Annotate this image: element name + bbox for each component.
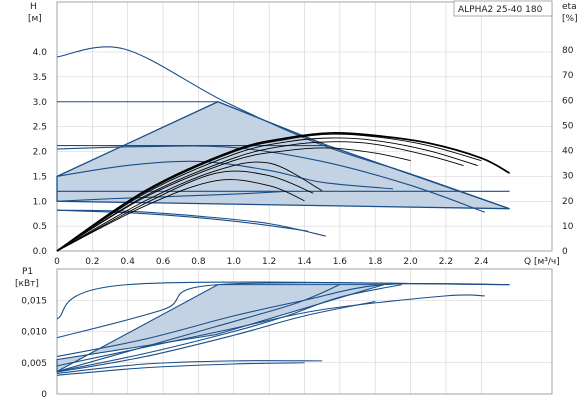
- eta-tick-label: 60: [562, 96, 574, 106]
- flow-tick-label: 0.8: [191, 257, 206, 267]
- power-axis-symbol: P1: [22, 267, 33, 277]
- head-chart-grid: [56, 1, 553, 252]
- power-curve: [56, 360, 323, 374]
- head-axis-unit: [м]: [28, 14, 42, 24]
- eta-tick-label: 10: [562, 222, 574, 232]
- head-tick-label: 1.0: [33, 197, 48, 207]
- eta-axis-symbol: eta: [562, 2, 577, 12]
- head-tick-label: 3.5: [33, 73, 47, 83]
- head-curve: [56, 209, 309, 232]
- flow-axis-label: Q [м³/ч]: [524, 257, 560, 267]
- flow-tick-label: 1.2: [262, 257, 276, 267]
- head-axis-label: H [м]: [28, 2, 42, 24]
- head-curve: [56, 46, 510, 210]
- power-range-area: [56, 284, 385, 373]
- flow-tick-label: 0.4: [121, 257, 136, 267]
- power-plot-area: [56, 281, 510, 376]
- flow-tick-label: 1.0: [227, 257, 242, 267]
- efficiency-curve: [56, 179, 305, 252]
- power-curve: [56, 282, 510, 358]
- flow-tick-labels: 0 0.2 0.4 0.6 0.8 1.0 1.2 1.4 1.6 1.8 2.0 2.2 2.4: [54, 257, 489, 267]
- eta-tick-labels: 0 10 20 30 40 50 60 70 80: [562, 46, 574, 257]
- model-title: ALPHA2 25-40 180: [458, 5, 543, 15]
- head-plot-area: [56, 46, 511, 252]
- efficiency-curve: [56, 137, 478, 252]
- power-curve: [56, 284, 402, 373]
- head-curve: [56, 190, 287, 202]
- flow-tick-label: 1.6: [333, 257, 348, 267]
- power-tick-label: 0,015: [21, 296, 47, 306]
- efficiency-curve: [56, 147, 411, 252]
- head-curve: [56, 209, 326, 237]
- head-tick-label: 4.0: [33, 48, 48, 58]
- head-chart-frame: [56, 1, 553, 252]
- eta-axis-unit: [%]: [562, 14, 578, 24]
- eta-tick-label: 50: [562, 121, 574, 131]
- power-tick-label: 0,005: [21, 359, 47, 369]
- head-tick-label: 2.0: [33, 148, 48, 158]
- flow-tick-label: 2.2: [439, 257, 453, 267]
- efficiency-curve: [56, 133, 482, 252]
- head-tick-label: 3.0: [33, 98, 48, 108]
- efficiency-curve: [56, 170, 314, 252]
- power-tick-labels: 0 0,005 0,010 0,015: [21, 296, 47, 400]
- flow-tick-label: 2.4: [474, 257, 489, 267]
- flow-tick-label: 1.4: [297, 257, 312, 267]
- power-tick-label: 0: [41, 390, 47, 400]
- eta-axis-label: eta [%]: [562, 2, 578, 24]
- efficiency-curve: [56, 131, 511, 252]
- head-axis-symbol: H: [30, 2, 37, 12]
- flow-tick-label: 0.2: [85, 257, 99, 267]
- efficiency-curve: [56, 141, 464, 252]
- eta-tick-label: 30: [562, 172, 574, 182]
- eta-tick-label: 70: [562, 71, 574, 81]
- efficiency-curve: [56, 161, 323, 252]
- model-title-box: ALPHA2 25-40 180: [453, 0, 553, 17]
- power-axis-unit: [кВт]: [15, 279, 39, 289]
- head-tick-label: 0.0: [33, 247, 48, 257]
- power-tick-label: 0,010: [21, 328, 47, 338]
- head-tick-label: 1.5: [33, 172, 47, 182]
- head-tick-label: 2.5: [33, 123, 47, 133]
- flow-tick-label: 0.6: [156, 257, 171, 267]
- eta-tick-label: 40: [562, 147, 574, 157]
- eta-tick-label: 0: [562, 247, 568, 257]
- operating-range-area: [56, 101, 510, 210]
- flow-tick-label: 0: [54, 257, 60, 267]
- model-title-frame: [453, 0, 553, 17]
- flow-tick-label: 2.0: [403, 257, 418, 267]
- head-tick-label: 0.5: [33, 222, 47, 232]
- flow-tick-label: 1.8: [368, 257, 383, 267]
- power-curve: [56, 362, 305, 376]
- power-curve: [56, 300, 376, 373]
- power-axis-label: P1 [кВт]: [15, 267, 39, 289]
- eta-tick-label: 20: [562, 197, 574, 207]
- power-curve: [56, 284, 341, 373]
- head-tick-labels: 0.0 0.5 1.0 1.5 2.0 2.5 3.0 3.5 4.0: [33, 48, 48, 257]
- head-curve: [56, 160, 393, 190]
- power-chart-frame: [56, 268, 553, 395]
- eta-tick-label: 80: [562, 46, 574, 56]
